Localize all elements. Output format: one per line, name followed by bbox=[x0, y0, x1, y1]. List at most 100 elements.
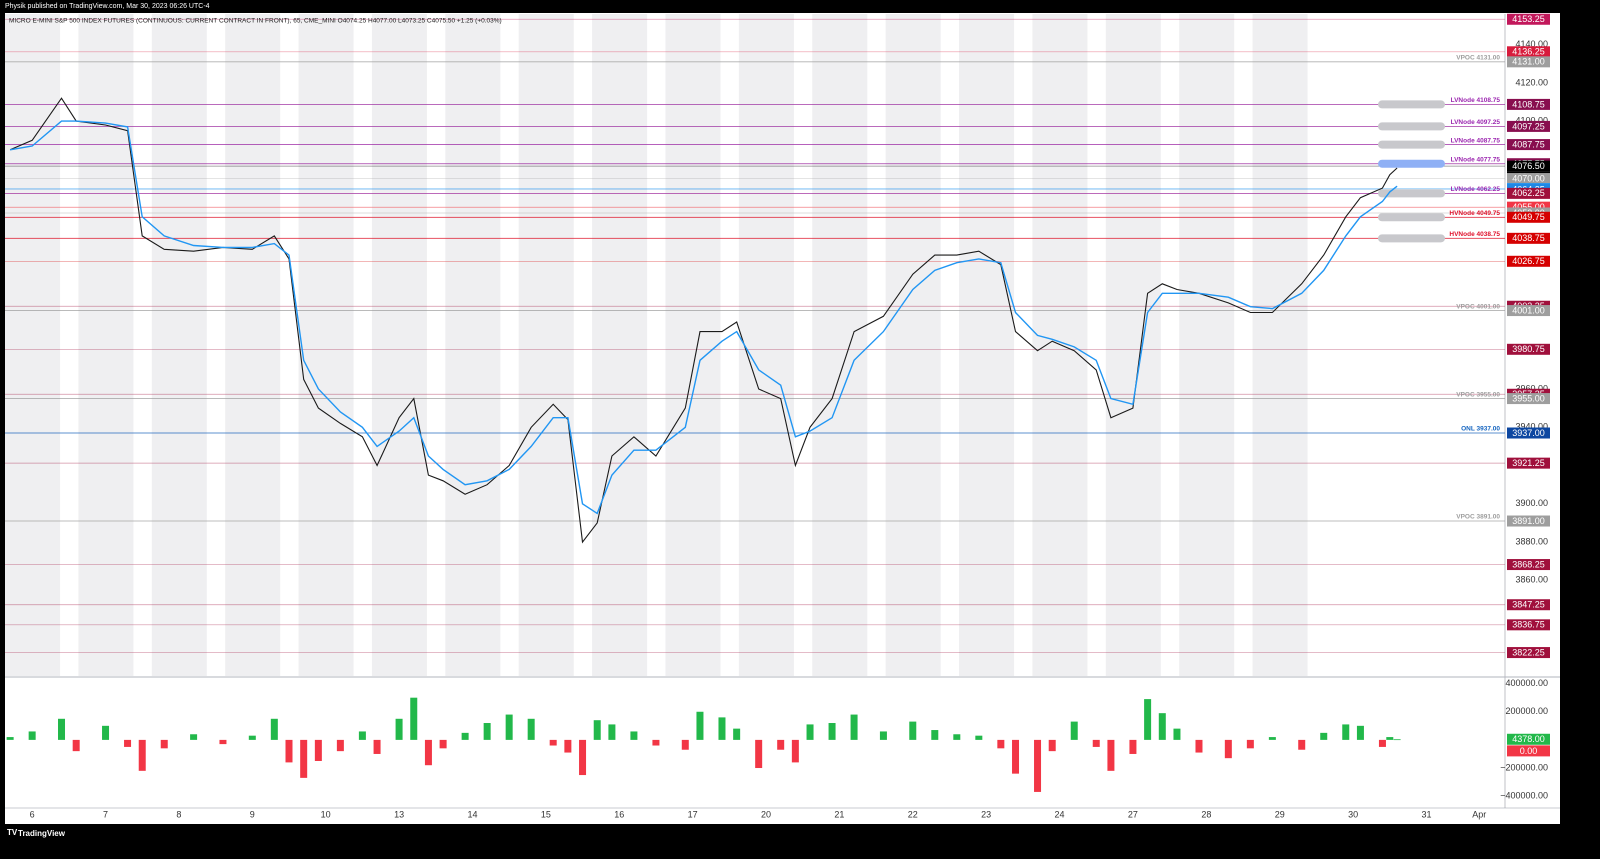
delta-bar bbox=[806, 724, 814, 740]
price-badge bbox=[1507, 599, 1550, 611]
y-tick-label: 3880.00 bbox=[1515, 536, 1548, 546]
delta-bar bbox=[608, 724, 616, 740]
delta-bar bbox=[652, 739, 660, 746]
delta-bar bbox=[138, 739, 146, 771]
delta-bar bbox=[579, 739, 587, 776]
x-tick-label: 9 bbox=[250, 809, 255, 819]
level-marker bbox=[1378, 140, 1445, 149]
session-band bbox=[885, 14, 941, 676]
price-badge-label: 3891.00 bbox=[1512, 516, 1545, 526]
price-badge-label: 4087.75 bbox=[1512, 139, 1545, 149]
level-marker bbox=[1378, 122, 1445, 131]
value-badge-label: 4378.00 bbox=[1512, 734, 1545, 744]
level-label: VPOC 4131.00 bbox=[1456, 55, 1500, 62]
delta-bar bbox=[1144, 699, 1152, 740]
delta-bar bbox=[270, 718, 278, 740]
delta-bar bbox=[1268, 737, 1276, 740]
price-badge bbox=[1507, 201, 1550, 213]
delta-bar bbox=[300, 739, 308, 778]
session-band bbox=[371, 14, 427, 676]
delta-bar bbox=[1173, 728, 1181, 740]
price-badge bbox=[1507, 427, 1550, 439]
delta-bar bbox=[1393, 739, 1401, 741]
level-label: VPOC 3955.00 bbox=[1456, 391, 1500, 398]
delta-bar bbox=[1195, 739, 1203, 753]
delta-bar bbox=[696, 711, 704, 740]
delta-bar bbox=[777, 739, 785, 750]
delta-bar bbox=[850, 714, 858, 740]
price-badge bbox=[1507, 98, 1550, 110]
price-badge bbox=[1507, 255, 1550, 267]
session-band bbox=[151, 14, 207, 676]
x-tick-label: 13 bbox=[394, 809, 404, 819]
price-badge-label: 4070.00 bbox=[1512, 173, 1545, 183]
y-tick-label: 4100.00 bbox=[1515, 116, 1548, 126]
level-marker bbox=[1378, 234, 1445, 243]
delta-bar bbox=[997, 739, 1005, 749]
price-badge bbox=[1507, 619, 1550, 631]
x-tick-label: 7 bbox=[103, 809, 108, 819]
delta-bar bbox=[975, 735, 983, 740]
level-label: VPOC 4001.00 bbox=[1456, 303, 1500, 310]
delta-bar bbox=[1298, 739, 1306, 750]
delta-bar bbox=[1224, 739, 1232, 759]
x-tick-label: 10 bbox=[321, 809, 331, 819]
y-tick-label: 4140.00 bbox=[1515, 39, 1548, 49]
delta-bar bbox=[358, 731, 366, 740]
price-badge bbox=[1507, 160, 1550, 172]
price-badge-label: 3868.25 bbox=[1512, 559, 1545, 569]
price-badge-label: 4001.00 bbox=[1512, 305, 1545, 315]
session-band bbox=[445, 14, 501, 676]
delta-bar bbox=[755, 739, 763, 769]
price-badge-label: 4062.25 bbox=[1512, 188, 1545, 198]
delta-bar bbox=[102, 725, 110, 740]
x-tick-label: 29 bbox=[1275, 809, 1285, 819]
price-badge bbox=[1507, 515, 1550, 527]
price-badge-label: 4076.50 bbox=[1512, 161, 1545, 171]
level-label: HVNode 4038.75 bbox=[1449, 231, 1500, 238]
value-badge bbox=[1507, 745, 1550, 757]
price-badge bbox=[1507, 343, 1550, 355]
delta-bar bbox=[72, 739, 80, 752]
delta-bar bbox=[564, 739, 572, 753]
price-badge bbox=[1507, 393, 1550, 405]
price-badge-label: 3937.00 bbox=[1512, 428, 1545, 438]
price-badge bbox=[1507, 139, 1550, 151]
delta-bar bbox=[439, 739, 447, 749]
price-badge-label: 4038.75 bbox=[1512, 233, 1545, 243]
x-tick-label: 6 bbox=[30, 809, 35, 819]
price-badge bbox=[1507, 647, 1550, 659]
chart-title: MICRO E-MINI S&P 500 INDEX FUTURES (CONT… bbox=[9, 18, 502, 25]
price-badge-label: 4055.00 bbox=[1512, 202, 1545, 212]
price-badge-label: 3847.25 bbox=[1512, 600, 1545, 610]
delta-bar bbox=[718, 717, 726, 740]
session-band bbox=[5, 14, 61, 676]
level-label: VPOC 3891.00 bbox=[1456, 514, 1500, 521]
price-badge-label: 4049.75 bbox=[1512, 212, 1545, 222]
delta-bar bbox=[733, 728, 741, 740]
delta-bar bbox=[160, 739, 168, 749]
y-tick-label: −400000.00 bbox=[1500, 791, 1548, 801]
y-tick-label: 3940.00 bbox=[1515, 422, 1548, 432]
delta-bar bbox=[1158, 713, 1166, 740]
brand-logo: TV bbox=[7, 828, 18, 837]
delta-bar bbox=[248, 735, 256, 740]
x-tick-label: 14 bbox=[467, 809, 477, 819]
level-marker bbox=[1378, 189, 1445, 198]
level-label: LVNode 4087.75 bbox=[1451, 137, 1501, 144]
price-badge-label: 3980.75 bbox=[1512, 344, 1545, 354]
price-badge bbox=[1507, 56, 1550, 68]
price-badge-label: 3921.25 bbox=[1512, 458, 1545, 468]
delta-bar bbox=[461, 732, 469, 740]
price-badge-label: 4153.25 bbox=[1512, 14, 1545, 24]
delta-bar bbox=[681, 739, 689, 750]
price-badge bbox=[1507, 187, 1550, 199]
x-tick-label: 15 bbox=[541, 809, 551, 819]
delta-bar bbox=[483, 723, 491, 740]
y-tick-label: 3960.00 bbox=[1515, 383, 1548, 393]
y-tick-label: 4120.00 bbox=[1515, 77, 1548, 87]
delta-bar bbox=[1012, 739, 1020, 774]
delta-bar bbox=[593, 720, 601, 740]
session-band bbox=[665, 14, 721, 676]
